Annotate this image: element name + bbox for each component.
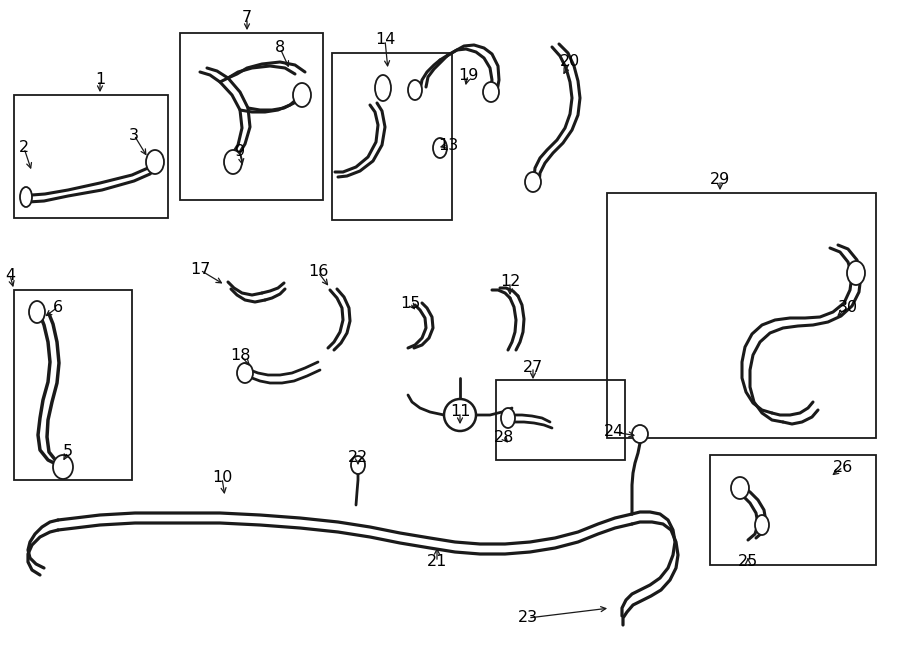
Text: 18: 18 <box>230 348 250 362</box>
Ellipse shape <box>433 138 447 158</box>
Ellipse shape <box>29 301 45 323</box>
Ellipse shape <box>755 515 769 535</box>
Text: 15: 15 <box>400 295 420 311</box>
Ellipse shape <box>237 363 253 383</box>
Text: 6: 6 <box>53 299 63 315</box>
Ellipse shape <box>20 187 32 207</box>
Ellipse shape <box>351 456 365 474</box>
Ellipse shape <box>483 82 499 102</box>
Text: 17: 17 <box>190 262 211 278</box>
Text: 19: 19 <box>458 67 478 83</box>
Text: 12: 12 <box>500 274 520 290</box>
Text: 14: 14 <box>374 32 395 48</box>
Ellipse shape <box>293 83 311 107</box>
Text: 4: 4 <box>4 268 15 282</box>
Text: 28: 28 <box>494 430 514 446</box>
Bar <box>607 193 876 438</box>
Text: 29: 29 <box>710 173 730 188</box>
Text: 16: 16 <box>308 264 328 280</box>
Text: 8: 8 <box>274 40 285 56</box>
Ellipse shape <box>224 150 242 174</box>
Bar <box>332 53 452 220</box>
Text: 26: 26 <box>832 459 853 475</box>
Text: 30: 30 <box>838 299 858 315</box>
Text: 1: 1 <box>94 73 105 87</box>
Text: 24: 24 <box>604 424 624 440</box>
Text: 11: 11 <box>450 405 470 420</box>
Ellipse shape <box>525 172 541 192</box>
Ellipse shape <box>408 80 422 100</box>
Bar <box>710 455 876 565</box>
Text: 7: 7 <box>242 11 252 26</box>
Text: 9: 9 <box>235 145 245 159</box>
Text: 5: 5 <box>63 444 73 459</box>
Text: 3: 3 <box>129 128 139 143</box>
Ellipse shape <box>501 408 515 428</box>
Ellipse shape <box>53 455 73 479</box>
Ellipse shape <box>632 425 648 443</box>
Ellipse shape <box>847 261 865 285</box>
Text: 27: 27 <box>523 360 543 375</box>
Bar <box>496 380 625 460</box>
Text: 21: 21 <box>427 555 447 570</box>
Text: 23: 23 <box>518 611 538 625</box>
Ellipse shape <box>375 75 391 101</box>
Ellipse shape <box>146 150 164 174</box>
Text: 13: 13 <box>438 137 458 153</box>
Text: 10: 10 <box>212 471 232 485</box>
Ellipse shape <box>731 477 749 499</box>
Circle shape <box>444 399 476 431</box>
Text: 2: 2 <box>19 141 29 155</box>
Bar <box>14 290 132 480</box>
Text: 20: 20 <box>560 54 580 69</box>
Bar <box>14 95 168 218</box>
Text: 22: 22 <box>348 451 368 465</box>
Bar <box>180 33 323 200</box>
Text: 25: 25 <box>738 555 758 570</box>
